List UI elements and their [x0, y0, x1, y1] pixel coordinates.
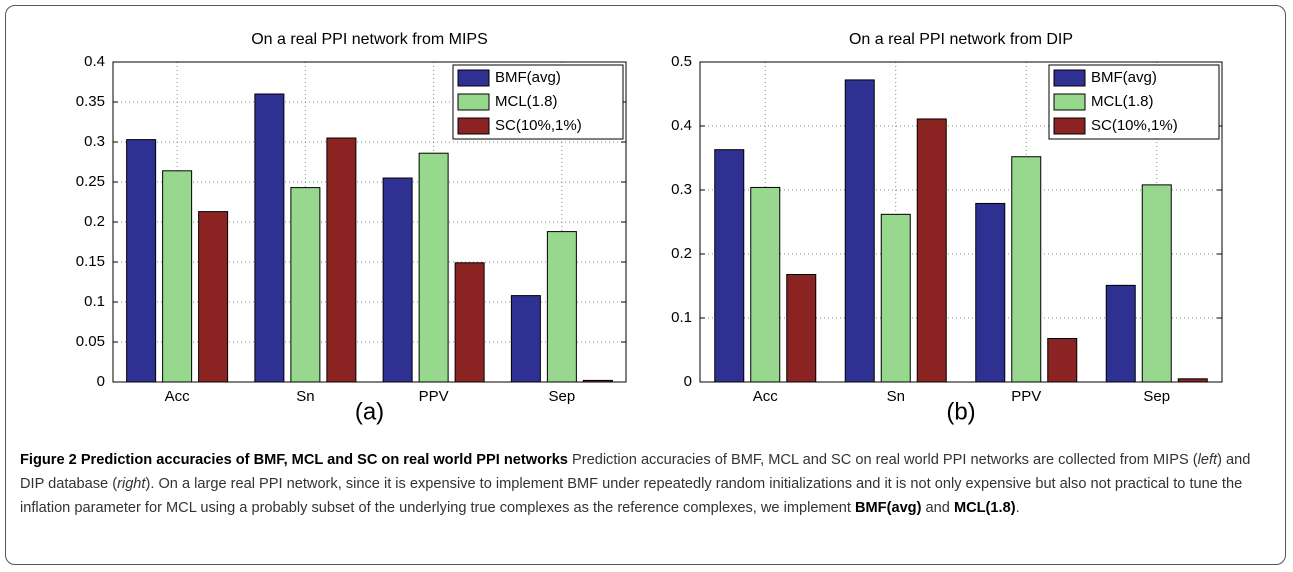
y-tick-label: 0.4 — [84, 53, 105, 70]
caption-text: left — [1197, 452, 1218, 468]
legend-label: BMF(avg) — [495, 69, 561, 86]
y-tick-label: 0.5 — [671, 53, 692, 70]
y-tick-label: 0 — [97, 373, 105, 390]
y-tick-label: 0.2 — [84, 213, 105, 230]
caption-text: Prediction accuracies of BMF, MCL and SC… — [567, 452, 1198, 468]
bar — [546, 231, 577, 383]
bar — [880, 213, 911, 383]
x-tick-label: PPV — [419, 388, 449, 405]
legend-label: BMF(avg) — [1091, 69, 1157, 86]
caption-text: right — [117, 476, 146, 492]
y-tick-label: 0.1 — [84, 293, 105, 310]
bar — [975, 202, 1006, 383]
caption-text: ) and DIP database ( — [20, 452, 1251, 492]
legend-label: SC(10%,1%) — [495, 117, 582, 134]
charts: On a real PPI network from MIPS (a) 0 0.05 0… — [76, 31, 1223, 425]
bar — [454, 262, 485, 383]
legend-swatch — [1053, 69, 1086, 87]
chart-title: On a real PPI network from MIPS — [251, 31, 488, 48]
bar — [162, 170, 193, 383]
legend-label: SC(10%,1%) — [1091, 117, 1178, 134]
y-tick-label: 0.4 — [671, 117, 692, 134]
y-tick-label: 0.3 — [671, 181, 692, 198]
axes-box — [112, 61, 627, 383]
legend-swatch — [457, 117, 490, 135]
legend-swatch — [457, 69, 490, 87]
bar — [198, 211, 229, 383]
y-tick-label: 0.15 — [76, 253, 105, 270]
panel-label: (b) — [946, 398, 975, 425]
figure-frame — [5, 5, 1286, 565]
caption-text: . — [1015, 500, 1020, 516]
bar — [916, 118, 947, 383]
caption-title: Figure 2 Prediction accuracies of BMF, M… — [20, 452, 568, 468]
bar — [786, 273, 817, 383]
bar — [1105, 284, 1136, 383]
caption-text: ). On a large real PPI network, since it… — [20, 476, 1243, 516]
y-tick-label: 0.25 — [76, 173, 105, 190]
y-tick-label: 0.1 — [671, 309, 692, 326]
bar — [1047, 337, 1078, 383]
caption-text: MCL(1.8) — [953, 500, 1016, 516]
x-tick-label: Sep — [549, 388, 576, 405]
bar — [418, 152, 449, 383]
x-tick-label: Sn — [296, 388, 314, 405]
bar — [1011, 156, 1042, 383]
bar — [750, 186, 781, 383]
bar — [1141, 184, 1172, 383]
bar — [714, 149, 745, 383]
y-tick-label: 0 — [684, 373, 692, 390]
caption-text: BMF(avg) — [854, 500, 922, 516]
bar — [510, 295, 541, 383]
legend-label: MCL(1.8) — [495, 93, 558, 110]
y-tick-label: 0.3 — [84, 133, 105, 150]
y-tick-label: 0.35 — [76, 93, 105, 110]
legend-swatch — [1053, 117, 1086, 135]
y-tick-label: 0.05 — [76, 333, 105, 350]
bar — [844, 79, 875, 383]
y-tick-label: 0.2 — [671, 245, 692, 262]
bar — [254, 93, 285, 383]
bar — [382, 177, 413, 383]
chart-title: On a real PPI network from DIP — [849, 31, 1073, 48]
axes-box — [699, 61, 1223, 383]
x-tick-label: PPV — [1011, 388, 1041, 405]
caption-text: and — [921, 500, 954, 516]
bar — [126, 139, 157, 383]
bar — [290, 187, 321, 383]
x-tick-label: Acc — [753, 388, 779, 405]
bar — [326, 137, 357, 383]
x-tick-label: Sn — [887, 388, 905, 405]
caption: Figure 2 Prediction accuracies of BMF, M… — [20, 448, 1275, 520]
x-tick-label: Acc — [165, 388, 191, 405]
legend-swatch — [1053, 93, 1086, 111]
legend-swatch — [457, 93, 490, 111]
legend-label: MCL(1.8) — [1091, 93, 1154, 110]
x-tick-label: Sep — [1143, 388, 1170, 405]
panel-label: (a) — [355, 398, 384, 425]
